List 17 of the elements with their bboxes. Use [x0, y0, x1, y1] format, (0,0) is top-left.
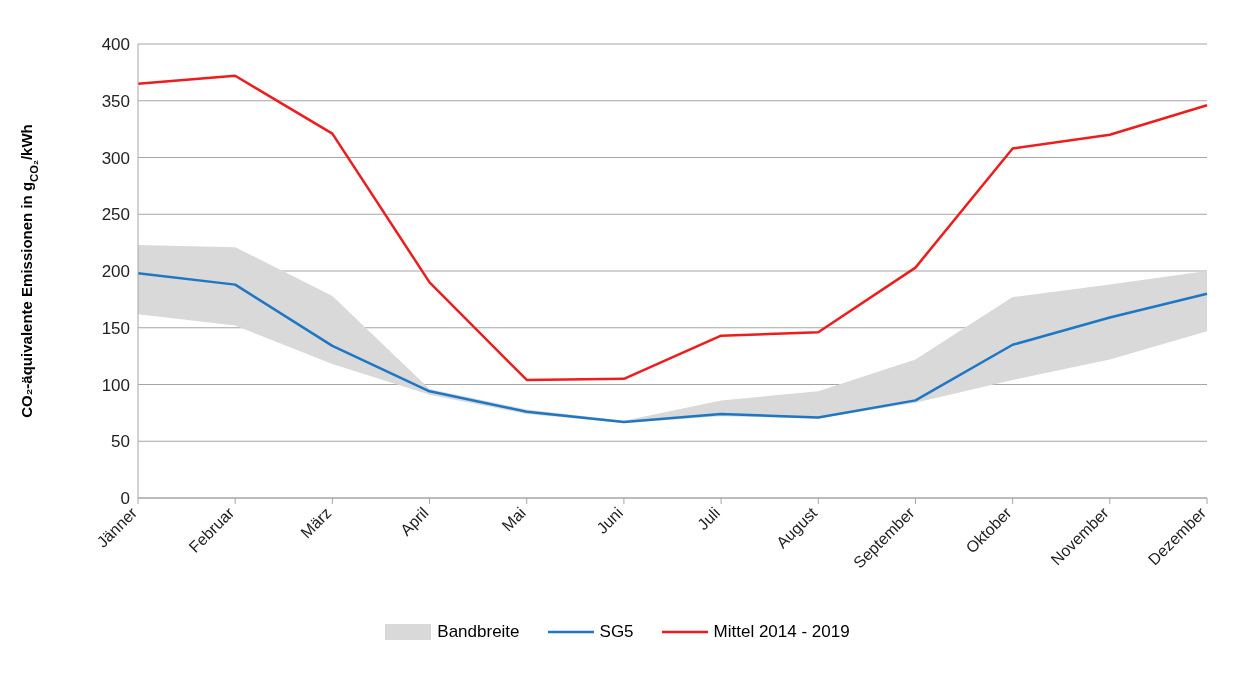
- y-tick-label: 150: [101, 318, 130, 338]
- y-tick-label: 250: [101, 205, 130, 225]
- x-tick-label: Juni: [593, 504, 627, 537]
- x-tick-label: Juli: [694, 504, 724, 534]
- y-tick-label: 400: [101, 35, 130, 55]
- line-series: [136, 74, 1209, 382]
- y-tick-label: 200: [101, 262, 130, 282]
- y-tick-label: 300: [101, 148, 130, 168]
- y-tick-label: 0: [120, 489, 130, 509]
- y-tick-label: 100: [101, 375, 130, 395]
- legend-label: SG5: [599, 622, 634, 642]
- x-tick-label: Mai: [498, 504, 529, 535]
- y-tick-label: 350: [101, 91, 130, 111]
- y-tick-label: 50: [111, 432, 130, 452]
- line-series: [136, 272, 1209, 424]
- text: Bandbreite: [437, 622, 520, 642]
- legend-label: Mittel 2014 - 2019: [713, 622, 850, 642]
